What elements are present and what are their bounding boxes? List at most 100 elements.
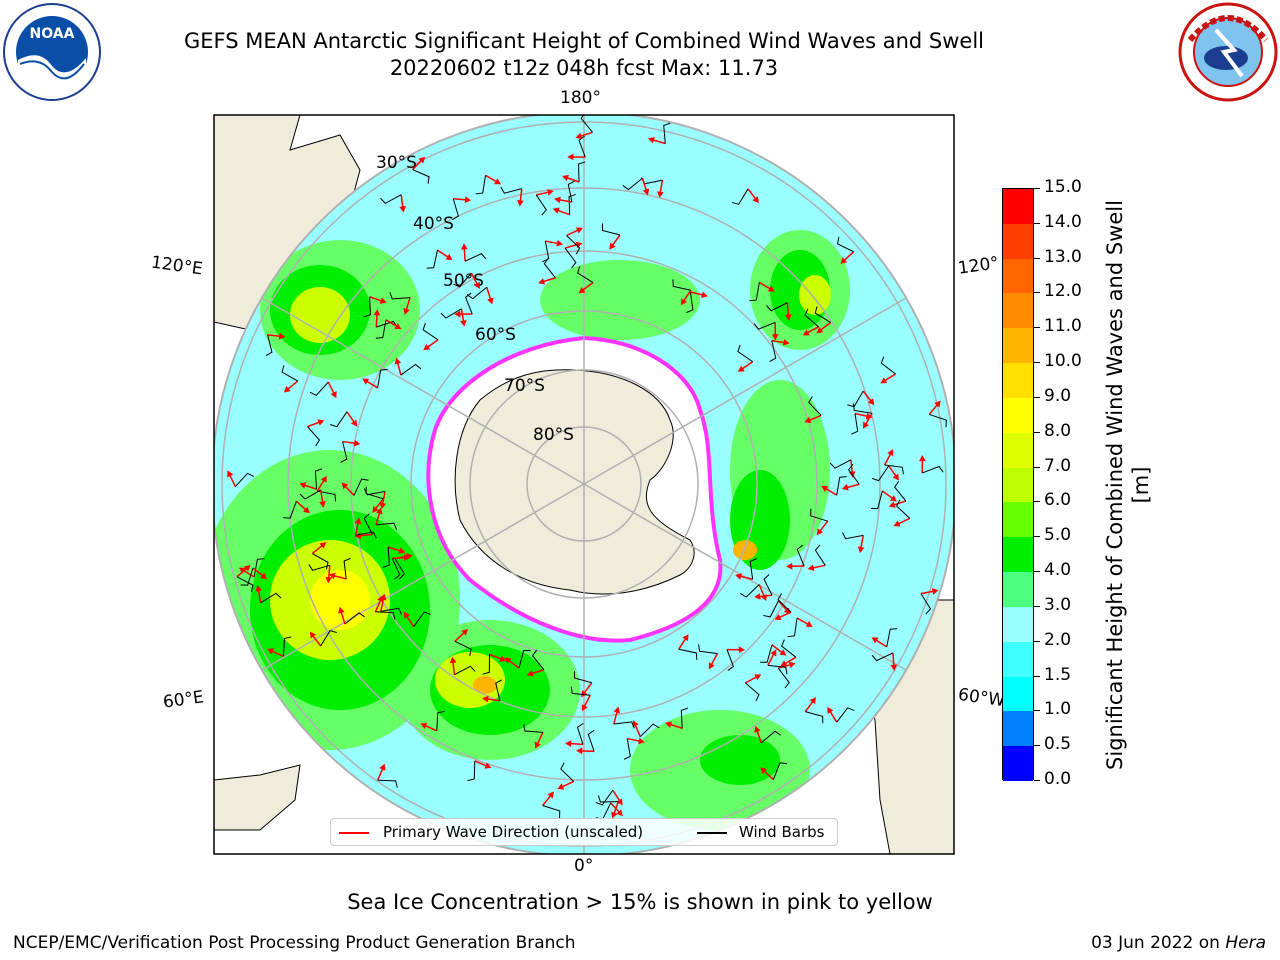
wind-barb — [495, 679, 503, 701]
wind-barb — [896, 499, 911, 519]
wave-direction-arrowhead — [423, 343, 431, 351]
wave-direction-arrowhead — [809, 697, 816, 705]
colorbar-tick-label: 0.5 — [1044, 734, 1072, 755]
wind-barb — [235, 472, 255, 487]
wave-direction-arrowhead — [372, 506, 379, 513]
wind-barb — [767, 664, 788, 675]
wave-direction-arrowhead — [354, 517, 362, 525]
wave-direction-arrowhead — [328, 572, 336, 580]
wave-direction-arrowhead — [517, 200, 524, 207]
colorbar-segment — [1003, 711, 1033, 747]
wind-barb — [698, 644, 718, 655]
svg-text:NOAA: NOAA — [30, 26, 75, 42]
wind-barb — [523, 724, 543, 733]
wave-direction-arrowhead — [278, 332, 286, 340]
wave-direction-arrowhead — [499, 655, 507, 662]
wave-direction-arrowhead — [317, 419, 325, 426]
wind-barb — [299, 489, 321, 500]
wave-direction-arrowhead — [464, 196, 472, 204]
colorbar — [1002, 188, 1034, 781]
wave-direction-arrowhead — [460, 319, 467, 327]
wind-barb — [578, 161, 586, 183]
wave-direction-arrowhead — [494, 178, 502, 185]
wave-direction-arrowhead — [754, 593, 761, 600]
wind-barb — [265, 334, 273, 357]
wind-barb — [772, 762, 788, 780]
wave-direction-arrowhead — [767, 285, 775, 292]
wind-barb — [578, 135, 586, 158]
wave-direction-arrowhead — [737, 365, 745, 372]
wind-barb — [871, 465, 890, 482]
wind-barb — [518, 650, 531, 669]
wave-direction-arrowhead — [538, 278, 546, 285]
wind-barb — [777, 667, 790, 689]
wave-direction-arrowhead — [303, 506, 310, 514]
wind-barb — [731, 188, 749, 205]
colorbar-tick-label: 4.0 — [1044, 560, 1072, 581]
colorbar-tick-mark — [1034, 188, 1040, 189]
colorbar-tick-label: 5.0 — [1044, 525, 1072, 546]
wave-direction-arrowhead — [552, 207, 560, 214]
colorbar-tick-mark — [1034, 536, 1040, 538]
colorbar-segment — [1003, 189, 1033, 224]
wave-direction-arrowhead — [557, 783, 565, 790]
wave-direction-arrowhead — [320, 475, 327, 483]
wind-barb — [894, 481, 907, 502]
colorbar-tick-mark — [1034, 571, 1040, 573]
wind-barb — [380, 607, 403, 615]
chart-subtitle: 20220602 t12z 048h fcst Max: 11.73 — [389, 56, 779, 80]
wind-barb — [613, 721, 635, 729]
colorbar-tick-mark — [1034, 466, 1040, 468]
southern-africa-land — [214, 764, 301, 831]
wind-barb — [353, 478, 369, 496]
wind-barb — [680, 707, 689, 729]
wind-barb — [804, 308, 819, 328]
wave-direction-arrowhead — [774, 614, 782, 621]
wind-barb — [920, 593, 932, 615]
lat-label-60s: 60°S — [475, 325, 516, 345]
wind-barb — [760, 644, 773, 663]
map-legend: Primary Wave Direction (unscaled) Wind B… — [330, 818, 838, 846]
colorbar-tick-label: 12.0 — [1044, 281, 1082, 302]
wind-barb — [749, 558, 757, 580]
wave-field — [733, 540, 757, 560]
wind-barb — [837, 236, 854, 253]
wind-barb — [363, 296, 371, 318]
wave-direction-arrowhead — [341, 482, 349, 490]
wind-barb — [726, 649, 735, 671]
colorbar-segment — [1003, 502, 1033, 538]
colorbar-tick-mark — [1034, 710, 1040, 712]
wave-direction-arrowhead — [613, 706, 621, 714]
wave-direction-arrowhead — [616, 809, 623, 817]
colorbar-segment — [1003, 606, 1033, 642]
wave-direction-arrowhead — [238, 567, 246, 574]
wind-barb — [871, 652, 894, 662]
wind-barb — [663, 122, 671, 144]
wind-barb — [464, 253, 487, 262]
colorbar-tick-label: 14.0 — [1044, 211, 1082, 232]
wave-direction-arrowhead — [461, 629, 469, 636]
wind-barb — [763, 574, 773, 596]
colorbar-tick-mark — [1034, 640, 1040, 642]
wind-barb — [400, 363, 422, 376]
wind-barb — [814, 306, 831, 323]
wave-direction-arrowhead — [283, 385, 291, 393]
wave-direction-arrowhead — [581, 690, 588, 698]
wave-direction-arrowhead — [738, 646, 745, 654]
wind-barb — [739, 584, 760, 598]
wave-direction-arrowhead — [887, 449, 894, 457]
wave-direction-arrowhead — [665, 721, 673, 728]
wind-barb — [375, 611, 396, 620]
wave-direction-arrowhead — [840, 257, 848, 264]
colorbar-segment — [1003, 467, 1033, 503]
wind-barb — [377, 779, 398, 788]
footer-date: 03 Jun 2022 on Hera — [1091, 933, 1266, 953]
wave-direction-arrowhead — [330, 391, 337, 399]
wind-barb — [766, 302, 788, 312]
wind-barb — [260, 592, 282, 604]
colorbar-tick-label: 1.0 — [1044, 699, 1072, 720]
wind-barb — [763, 600, 779, 618]
wind-barb — [852, 403, 873, 414]
wave-direction-arrowhead — [338, 606, 345, 614]
wave-direction-arrowhead — [890, 495, 897, 502]
